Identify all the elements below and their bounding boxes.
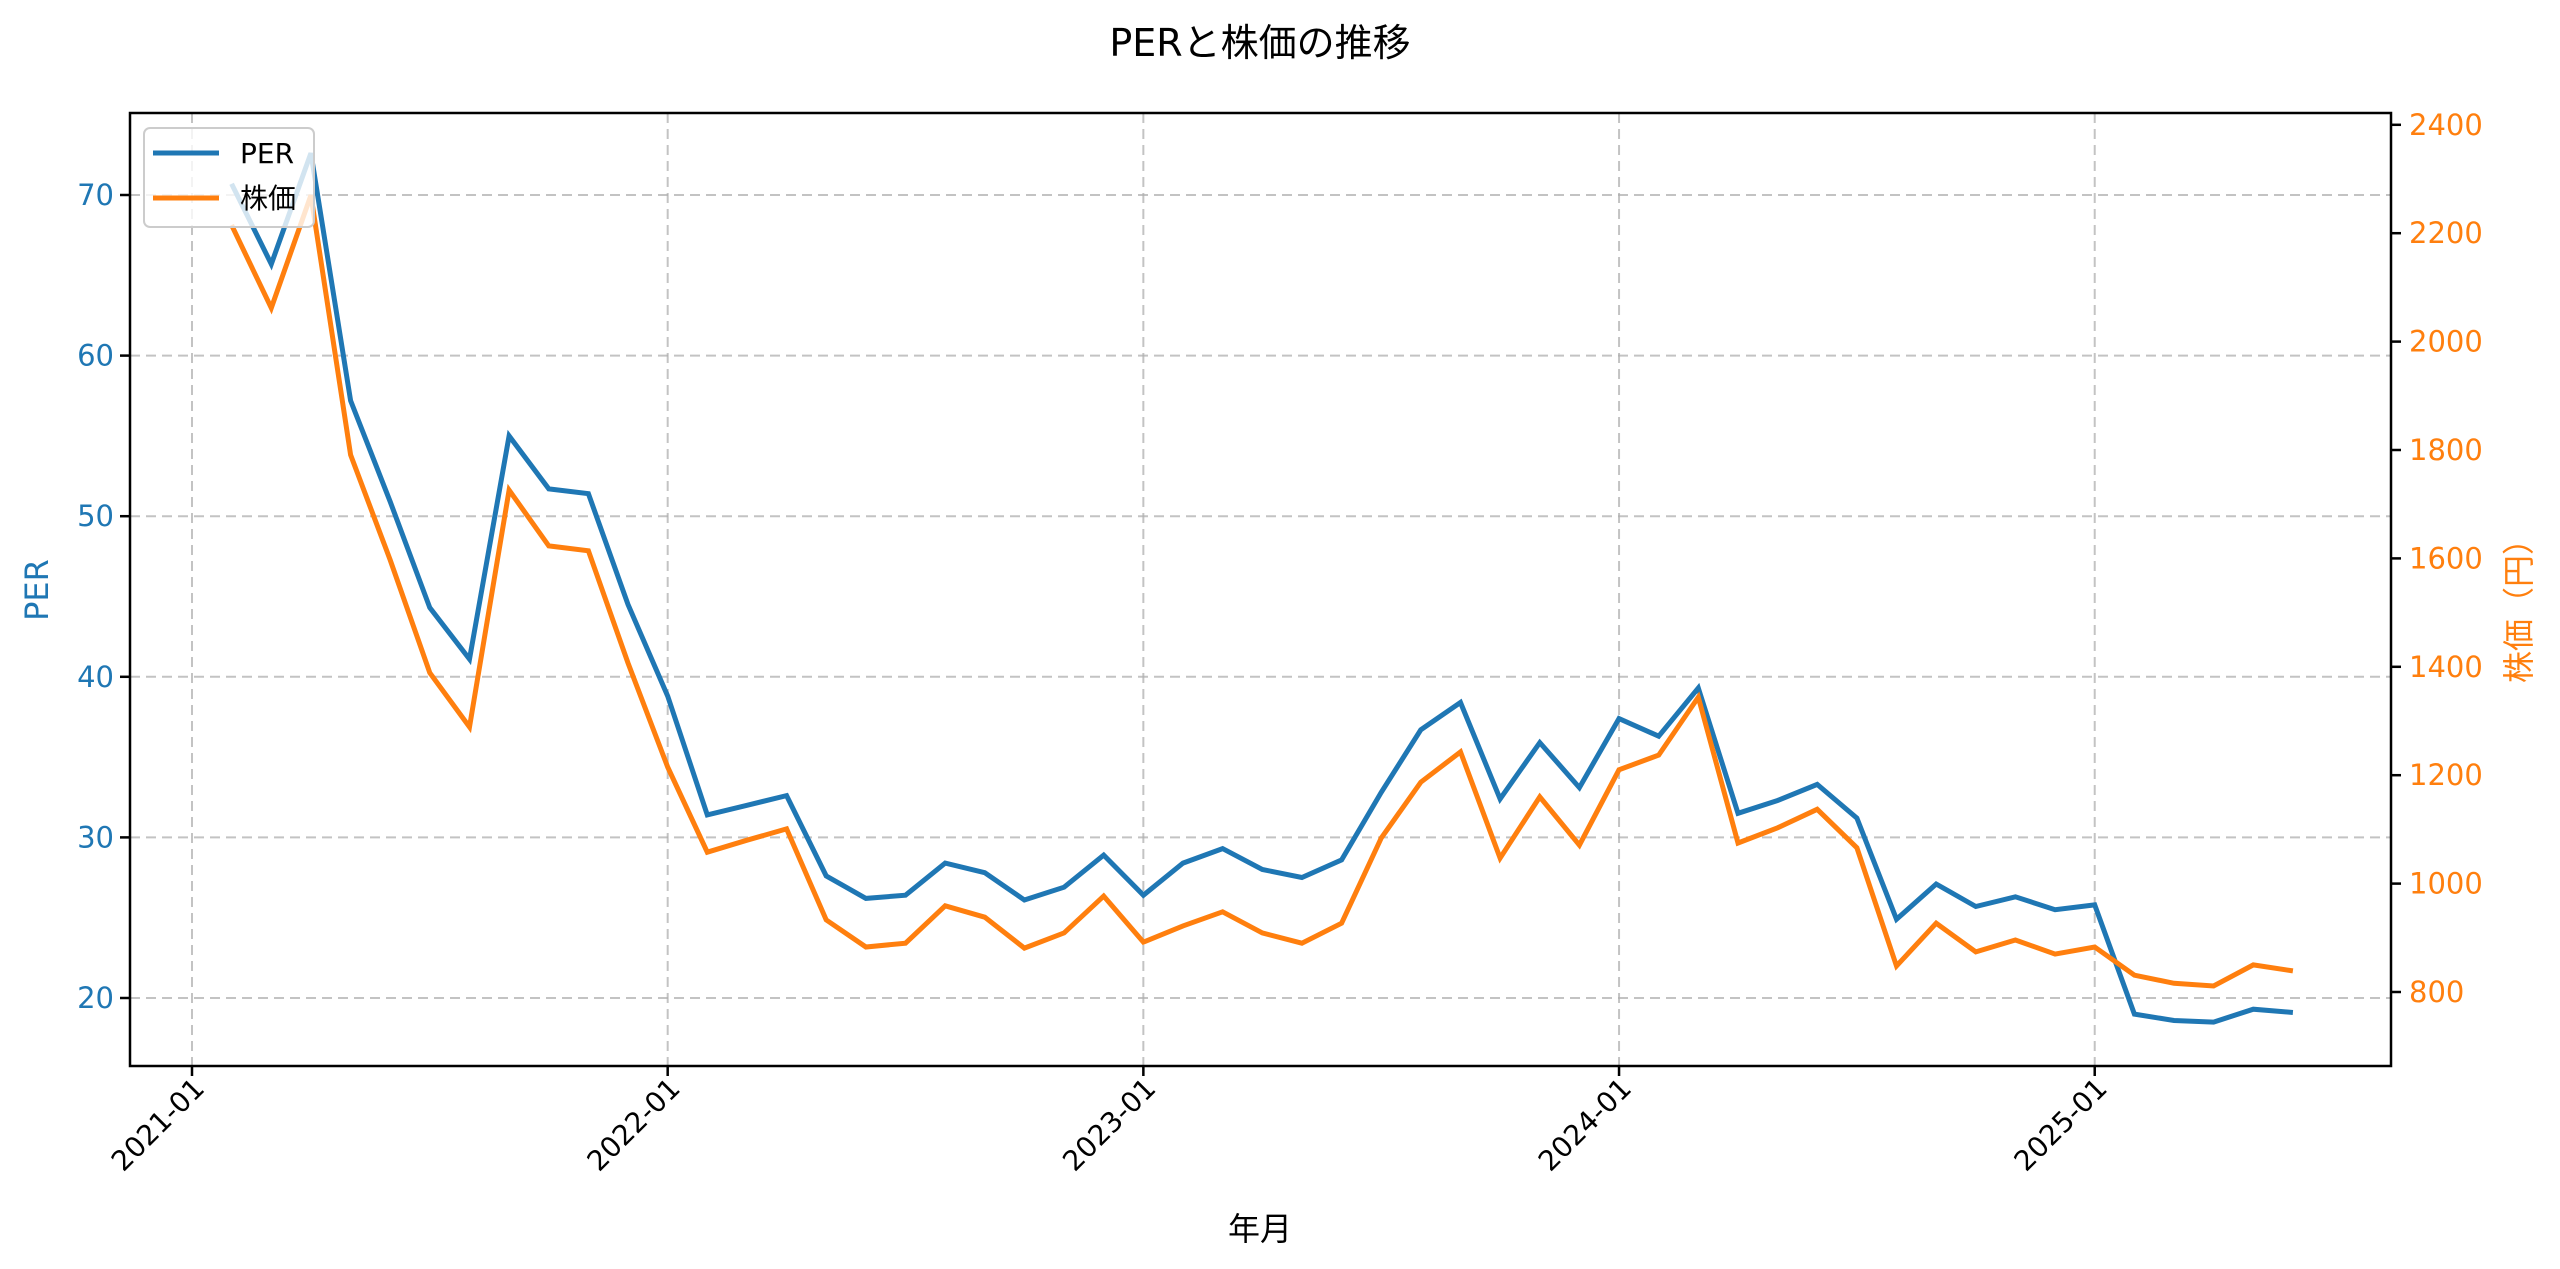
- y-right-tick-label: 2200: [2409, 216, 2483, 250]
- legend-label-per: PER: [240, 137, 294, 170]
- y-left-tick-label: 60: [77, 339, 114, 373]
- chart-title: PERと株価の推移: [1109, 21, 1410, 65]
- y-left-tick-label: 30: [77, 820, 114, 854]
- y-left-tick-label: 40: [77, 660, 114, 694]
- y-right-tick-label: 800: [2409, 975, 2464, 1009]
- y-right-tick-label: 1600: [2409, 541, 2483, 575]
- y-left-tick-label: 20: [77, 981, 114, 1015]
- y-right-tick-label: 1000: [2409, 867, 2483, 901]
- y-axis-left: 20 30 40 50 60 70: [77, 178, 130, 1015]
- y-right-tick-label: 1200: [2409, 758, 2483, 792]
- series-price-line: [229, 194, 2294, 989]
- series-lines: [229, 152, 2294, 1025]
- x-tick-label: 2025-01: [2008, 1072, 2114, 1178]
- x-tick-label: 2021-01: [105, 1072, 211, 1178]
- x-tick-label: 2023-01: [1056, 1072, 1162, 1178]
- x-axis: 2021-01 2022-01 2023-01 2024-01 2025-01: [105, 1066, 2114, 1178]
- y-axis-left-label: PER: [18, 559, 56, 621]
- x-tick-label: 2022-01: [581, 1072, 687, 1178]
- series-per-line: [229, 152, 2294, 1025]
- y-right-tick-label: 2400: [2409, 108, 2483, 142]
- plot-frame: [128, 111, 2393, 1068]
- y-left-tick-label: 50: [77, 499, 114, 533]
- x-tick-label: 2024-01: [1532, 1072, 1638, 1178]
- y-left-tick-label: 70: [77, 178, 114, 212]
- y-right-tick-label: 1800: [2409, 433, 2483, 467]
- legend-label-price: 株価: [240, 182, 296, 215]
- x-axis-label: 年月: [1228, 1210, 1292, 1248]
- y-right-tick-label: 2000: [2409, 325, 2483, 359]
- y-axis-right: 800 1000 1200 1400 1600 1800 2000 2200 2400: [2391, 108, 2483, 1009]
- y-axis-right-label: 株価（円）: [2500, 523, 2538, 683]
- y-right-tick-label: 1400: [2409, 650, 2483, 684]
- legend: PER 株価: [143, 127, 315, 228]
- grid-lines: [130, 113, 2391, 1066]
